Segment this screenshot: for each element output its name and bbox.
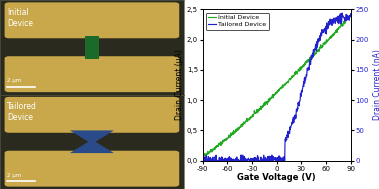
Initial Device: [200, 154, 205, 156]
X-axis label: Gate Voltage (V): Gate Voltage (V): [237, 173, 316, 182]
Tailored Device: [299, 90, 304, 92]
Initial Device: [299, 67, 304, 69]
Initial Device: [201, 155, 205, 157]
Initial Device: [348, 14, 353, 16]
Tailored Device: [227, 156, 232, 158]
Y-axis label: Drain Current (nA): Drain Current (nA): [373, 50, 379, 121]
Text: Tailored: Tailored: [7, 102, 37, 111]
Tailored Device: [239, 154, 243, 156]
Tailored Device: [268, 160, 272, 162]
FancyBboxPatch shape: [5, 2, 179, 38]
Initial Device: [268, 97, 272, 99]
Text: Device: Device: [7, 19, 33, 28]
Line: Tailored Device: Tailored Device: [203, 13, 351, 161]
Line: Initial Device: Initial Device: [203, 15, 351, 156]
Text: Initial: Initial: [7, 8, 29, 17]
Initial Device: [227, 135, 232, 137]
Tailored Device: [201, 160, 205, 162]
Text: 2 μm: 2 μm: [7, 173, 22, 178]
Initial Device: [239, 126, 243, 128]
Bar: [85, 36, 99, 59]
Tailored Device: [340, 12, 345, 14]
FancyBboxPatch shape: [5, 151, 179, 187]
Tailored Device: [200, 158, 205, 160]
FancyBboxPatch shape: [5, 97, 179, 133]
Initial Device: [288, 78, 292, 80]
Initial Device: [312, 54, 316, 56]
Text: Device: Device: [7, 113, 33, 122]
Tailored Device: [348, 13, 353, 15]
Polygon shape: [70, 130, 114, 153]
FancyBboxPatch shape: [5, 56, 179, 92]
Tailored Device: [288, 129, 292, 131]
Text: 2 μm: 2 μm: [7, 78, 22, 83]
Legend: Initial Device, Tailored Device: Initial Device, Tailored Device: [206, 13, 269, 30]
Tailored Device: [312, 48, 316, 50]
Y-axis label: Drain Current (μA): Drain Current (μA): [175, 50, 184, 121]
